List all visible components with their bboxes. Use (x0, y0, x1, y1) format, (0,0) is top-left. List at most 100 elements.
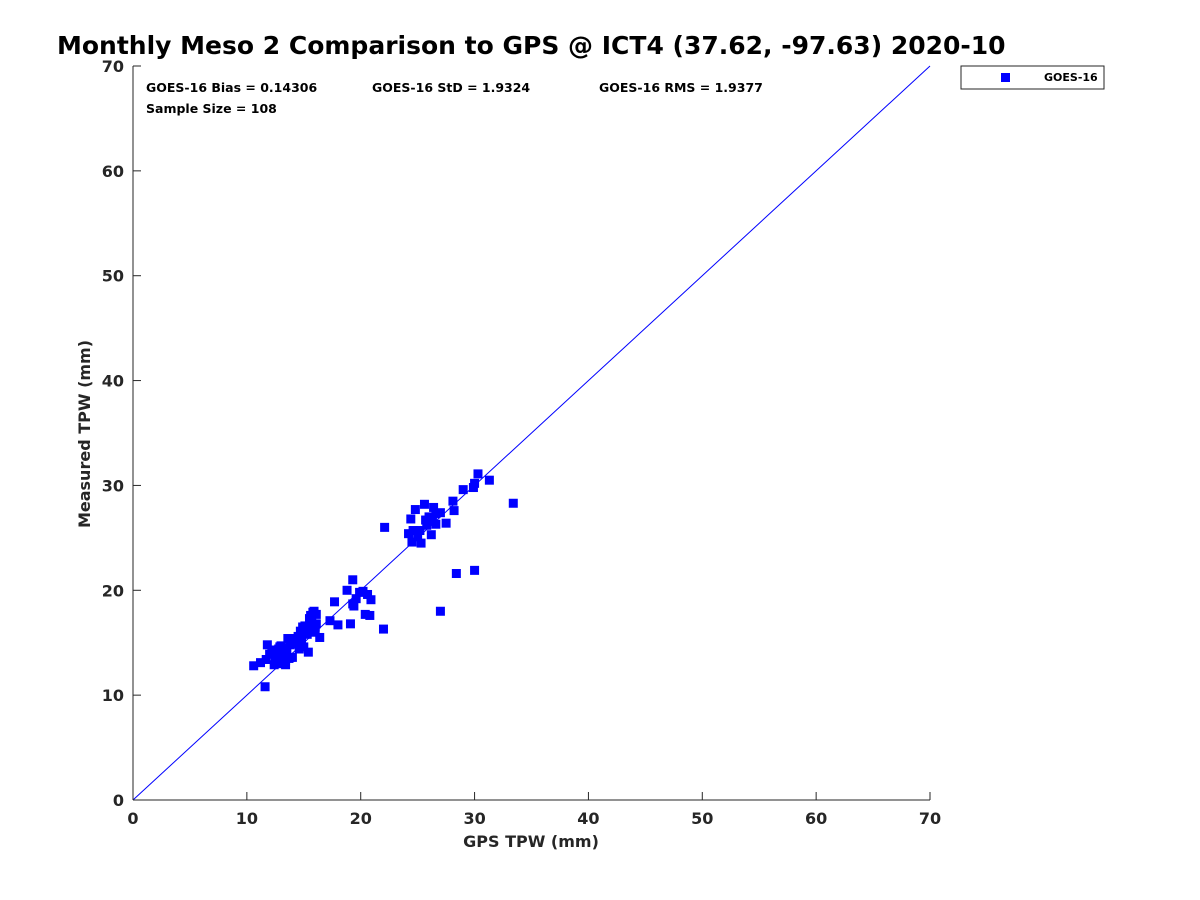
y-ticks: 0 10 20 30 40 50 60 70 (102, 57, 141, 810)
data-point (365, 610, 375, 620)
data-point (407, 537, 417, 547)
data-point (451, 569, 461, 579)
data-point (275, 642, 285, 652)
data-point (458, 485, 468, 495)
data-point (363, 589, 373, 599)
data-point (473, 469, 483, 479)
data-point (421, 515, 431, 525)
stat-std: GOES-16 StD = 1.9324 (372, 80, 530, 95)
data-point (267, 648, 277, 658)
x-axis-label: GPS TPW (mm) (463, 832, 599, 851)
data-point (355, 587, 365, 597)
data-point (427, 516, 437, 526)
data-points (249, 469, 518, 692)
stat-rms: GOES-16 RMS = 1.9377 (599, 80, 763, 95)
data-point (435, 508, 445, 518)
data-point (294, 634, 304, 644)
data-point (378, 624, 388, 634)
data-point (261, 654, 271, 664)
x-tick-label: 60 (805, 809, 827, 828)
data-point (283, 634, 293, 644)
y-tick-label: 20 (102, 581, 124, 600)
legend-label: GOES-16 (1044, 71, 1098, 84)
data-point (281, 656, 291, 666)
data-point (449, 506, 459, 516)
y-tick-label: 30 (102, 476, 124, 495)
data-point (345, 619, 355, 629)
y-tick-label: 40 (102, 372, 124, 391)
y-tick-label: 70 (102, 57, 124, 76)
x-tick-label: 0 (127, 809, 138, 828)
data-point (306, 610, 316, 620)
data-point (408, 526, 418, 536)
y-tick-label: 0 (113, 791, 124, 810)
data-point (348, 575, 358, 585)
data-point (484, 475, 494, 485)
y-tick-label: 50 (102, 267, 124, 286)
data-point (303, 647, 313, 657)
data-point (380, 522, 390, 532)
data-point (413, 532, 423, 542)
stat-bias: GOES-16 Bias = 0.14306 (146, 80, 317, 95)
data-point (285, 652, 295, 662)
data-point (330, 597, 340, 607)
data-point (294, 644, 304, 654)
data-point (415, 526, 425, 536)
x-tick-label: 30 (463, 809, 485, 828)
data-point (302, 629, 312, 639)
y-tick-label: 60 (102, 162, 124, 181)
data-point (325, 616, 335, 626)
x-ticks: 0 10 20 30 40 50 60 70 (127, 792, 941, 828)
legend-marker (1001, 73, 1010, 82)
data-point (311, 609, 321, 619)
data-point (351, 594, 361, 604)
x-tick-label: 70 (919, 809, 941, 828)
data-point (275, 648, 285, 658)
data-point (310, 627, 320, 637)
data-point (416, 538, 426, 548)
data-point (249, 661, 259, 671)
plot-area: 0 10 20 30 40 50 60 70 0 10 20 30 40 50 60 70 (102, 57, 941, 828)
stat-sample-size: Sample Size = 108 (146, 101, 277, 116)
reference-line (132, 65, 931, 801)
x-tick-label: 50 (691, 809, 713, 828)
data-point (256, 658, 266, 668)
data-point (311, 619, 321, 629)
data-point (260, 682, 270, 692)
data-point (426, 530, 436, 540)
chart-title: Monthly Meso 2 Comparison to GPS @ ICT4 … (57, 31, 1006, 60)
data-point (282, 643, 292, 653)
x-tick-label: 20 (350, 809, 372, 828)
data-point (410, 505, 420, 515)
data-point (315, 632, 325, 642)
data-point (508, 498, 518, 508)
data-point (470, 565, 480, 575)
data-point (299, 623, 309, 633)
data-point (299, 642, 309, 652)
y-tick-label: 10 (102, 686, 124, 705)
data-point (262, 640, 272, 650)
data-point (333, 620, 343, 630)
data-point (348, 599, 358, 609)
data-point (307, 618, 317, 628)
data-point (404, 529, 414, 539)
legend: GOES-16 (960, 65, 1105, 90)
data-point (448, 496, 458, 506)
data-point (419, 499, 429, 509)
stats-block: GOES-16 Bias = 0.14306 GOES-16 StD = 1.9… (146, 80, 763, 116)
data-point (431, 509, 441, 519)
data-point (468, 483, 478, 493)
data-point (441, 518, 451, 528)
x-tick-label: 40 (577, 809, 599, 828)
data-point (429, 502, 439, 512)
y-axis-label: Measured TPW (mm) (75, 340, 94, 528)
data-point (360, 609, 370, 619)
data-point (342, 585, 352, 595)
data-point (366, 595, 376, 605)
legend-box (960, 65, 1105, 90)
data-point (406, 514, 416, 524)
data-point (435, 606, 445, 616)
data-point (422, 520, 432, 530)
x-tick-label: 10 (236, 809, 258, 828)
